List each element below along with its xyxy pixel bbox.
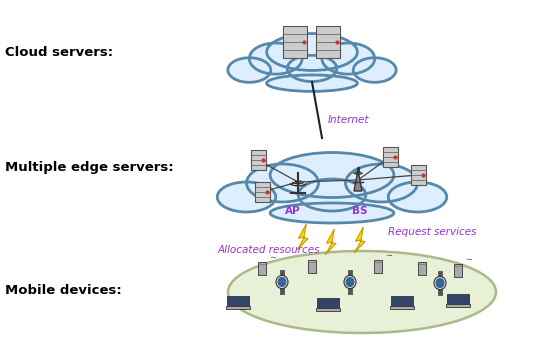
Bar [258, 261, 266, 274]
Bar [309, 259, 316, 272]
Bar [391, 296, 413, 306]
Bar [390, 306, 414, 309]
Bar [419, 261, 426, 274]
Bar [410, 165, 426, 185]
Ellipse shape [436, 278, 444, 288]
Ellipse shape [228, 58, 271, 82]
Bar [316, 27, 340, 57]
Bar [226, 306, 250, 309]
Ellipse shape [276, 275, 288, 289]
Ellipse shape [322, 43, 375, 74]
Text: ∼: ∼ [269, 253, 276, 262]
Text: ∼: ∼ [385, 251, 392, 260]
Ellipse shape [353, 58, 396, 82]
Ellipse shape [228, 251, 496, 333]
Ellipse shape [344, 275, 356, 289]
Ellipse shape [434, 276, 446, 290]
Text: Allocated resources: Allocated resources [218, 245, 321, 255]
Ellipse shape [217, 182, 276, 212]
Text: Mobile devices:: Mobile devices: [5, 284, 122, 296]
Ellipse shape [278, 277, 287, 287]
Ellipse shape [298, 179, 366, 211]
Bar [375, 259, 382, 272]
Bar [283, 27, 307, 57]
Ellipse shape [270, 153, 394, 198]
Ellipse shape [246, 164, 318, 202]
Text: Cloud servers:: Cloud servers: [5, 46, 113, 58]
Bar [382, 147, 398, 167]
Ellipse shape [287, 55, 337, 82]
Ellipse shape [267, 34, 358, 70]
Bar [317, 298, 339, 308]
Ellipse shape [267, 75, 358, 91]
Bar [255, 182, 270, 202]
Text: Request services: Request services [388, 227, 476, 237]
Bar [454, 264, 461, 276]
Bar [316, 308, 340, 310]
Polygon shape [354, 170, 362, 191]
Text: Multiple edge servers:: Multiple edge servers: [5, 162, 174, 174]
Text: BS: BS [352, 206, 368, 216]
Ellipse shape [270, 203, 394, 223]
Ellipse shape [249, 43, 302, 74]
Text: ∼: ∼ [465, 255, 472, 264]
Polygon shape [325, 229, 336, 255]
Bar [446, 304, 470, 307]
Ellipse shape [345, 164, 417, 202]
Bar [447, 294, 469, 304]
Polygon shape [354, 227, 365, 253]
Text: AP: AP [285, 206, 301, 216]
Ellipse shape [388, 182, 447, 212]
Bar [227, 296, 249, 306]
Ellipse shape [345, 277, 355, 287]
Polygon shape [297, 224, 308, 250]
Text: Internet: Internet [328, 115, 370, 125]
Bar [250, 150, 266, 170]
